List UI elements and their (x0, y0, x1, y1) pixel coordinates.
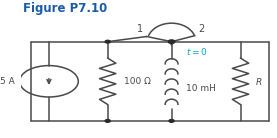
Text: 10 mH: 10 mH (186, 84, 216, 93)
Circle shape (105, 40, 110, 43)
Text: 5 A: 5 A (0, 77, 14, 86)
Circle shape (105, 120, 110, 122)
Text: Figure P7.10: Figure P7.10 (23, 2, 108, 15)
Text: 2: 2 (199, 24, 205, 34)
Text: 1: 1 (137, 24, 143, 34)
Text: 100 Ω: 100 Ω (124, 77, 150, 86)
Text: $R$: $R$ (255, 76, 263, 87)
Circle shape (169, 120, 174, 122)
Circle shape (168, 40, 175, 43)
Text: $t = 0$: $t = 0$ (186, 46, 207, 57)
